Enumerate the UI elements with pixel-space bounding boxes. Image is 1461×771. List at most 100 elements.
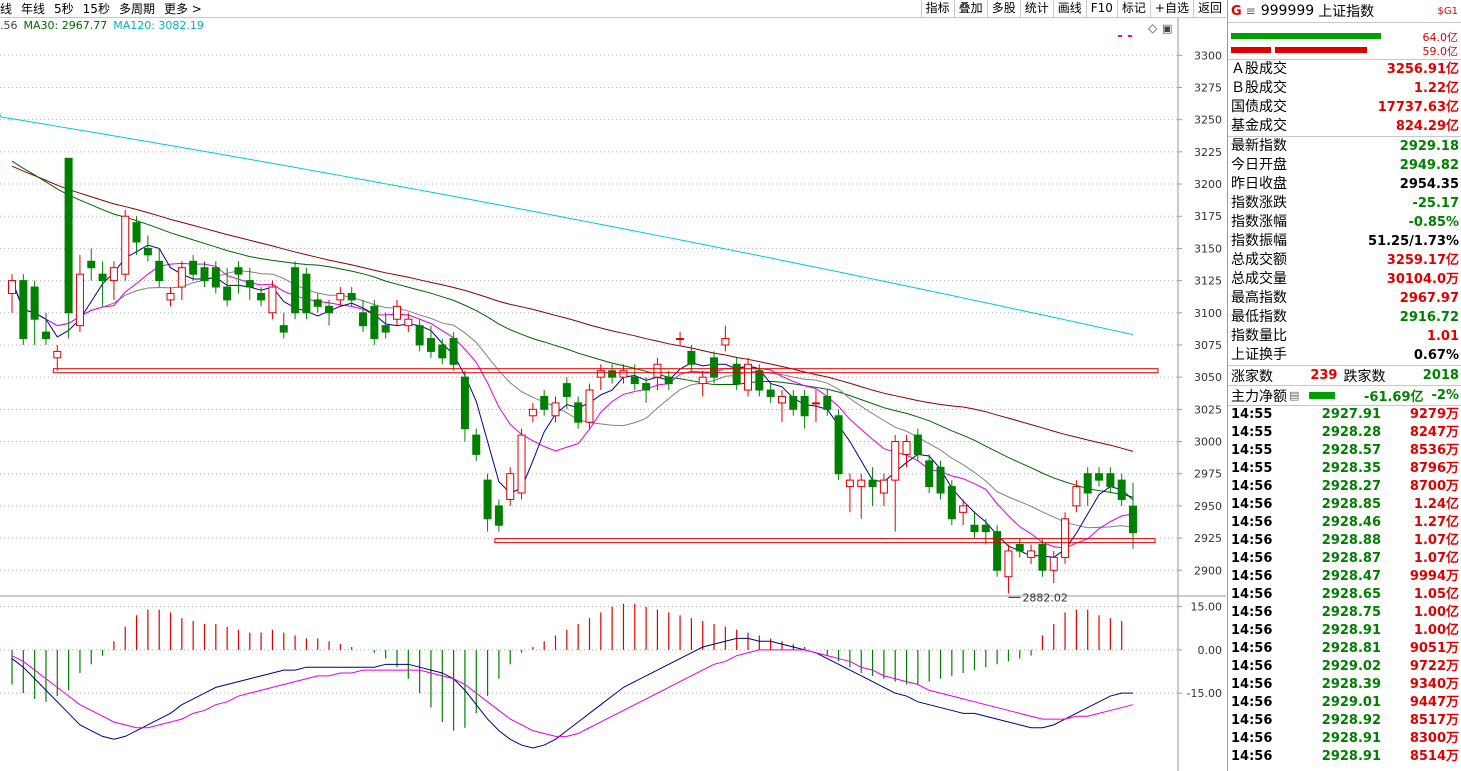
period-item[interactable]: 线 — [0, 2, 13, 16]
tick-row: 14:56 2928.85 1.24亿 — [1228, 496, 1461, 514]
tick-time: 14:56 — [1231, 749, 1273, 764]
tool-button[interactable]: 标记 — [1116, 0, 1150, 17]
tick-list[interactable]: 14:55 2927.91 9279万 14:55 2928.28 8247万 14:55 2… — [1228, 406, 1461, 766]
tick-time: 14:56 — [1231, 479, 1273, 494]
menu-icon[interactable]: ≡ — [1245, 4, 1256, 18]
candle-body — [245, 280, 254, 288]
kline-chart[interactable]: ◇ ▣ 3300 3275 3250 3225 3200 3175 3150 3125 3100 30… — [0, 18, 1226, 771]
quote-label: 总成交量 — [1231, 271, 1287, 287]
tick-price: 2928.28 — [1321, 425, 1381, 440]
tick-price: 2928.75 — [1321, 605, 1381, 620]
tool-button[interactable]: 画线 — [1052, 0, 1086, 17]
tick-time: 14:55 — [1231, 443, 1273, 458]
window-icon[interactable]: ▣ — [1162, 22, 1172, 35]
quote-label: 国债成交 — [1231, 99, 1287, 115]
main-fund-pct: -2% — [1431, 388, 1459, 403]
tool-button[interactable]: 指标 — [920, 0, 954, 17]
candle-body — [53, 350, 62, 359]
candle-body — [642, 383, 651, 391]
tick-row: 14:56 2929.02 9722万 — [1228, 658, 1461, 676]
candle-body — [732, 363, 741, 385]
tick-volume: 9051万 — [1409, 641, 1459, 656]
price-tick-label: 3225 — [1194, 146, 1222, 159]
price-tick-label: 3275 — [1194, 81, 1222, 94]
tick-row: 14:56 2928.92 8517万 — [1228, 712, 1461, 730]
quote-row: 最新指数 2929.18 — [1228, 137, 1461, 156]
inflow-value: 64.0亿 — [1422, 31, 1459, 44]
diamond-icon[interactable]: ◇ — [1148, 21, 1158, 35]
candle-body — [449, 338, 458, 365]
tick-row: 14:56 2928.65 1.05亿 — [1228, 586, 1461, 604]
quote-label: 昨日收盘 — [1231, 176, 1287, 192]
support-line — [494, 538, 1156, 544]
up-count: 239 — [1310, 368, 1338, 383]
low-annotation: 2882.02 — [1022, 591, 1068, 604]
tick-row: 14:56 2928.91 8300万 — [1228, 730, 1461, 748]
candle-body — [698, 376, 707, 385]
candle-body — [528, 408, 537, 417]
tool-button[interactable]: 叠加 — [953, 0, 987, 17]
candle-body — [75, 273, 84, 327]
period-item[interactable]: 多周期 — [118, 2, 155, 16]
ma120-line — [0, 113, 1134, 336]
candle-body — [562, 383, 571, 397]
up-count-label: 涨家数 — [1231, 368, 1273, 385]
candle-body — [868, 479, 877, 488]
tool-button[interactable]: 多股 — [986, 0, 1020, 17]
candle-body — [8, 280, 16, 294]
tick-time: 14:56 — [1231, 605, 1273, 620]
tick-volume: 1.24亿 — [1413, 497, 1459, 512]
period-item[interactable]: 15秒 — [82, 2, 110, 16]
down-count-label: 跌家数 — [1343, 368, 1386, 385]
candle-body — [121, 215, 130, 275]
main-fund-row: 主力净额 ▤ -61.69亿 -2% — [1228, 386, 1461, 406]
candle-body — [381, 325, 390, 333]
quote-label: 最高指数 — [1231, 290, 1287, 306]
tick-time: 14:56 — [1231, 731, 1273, 746]
tool-button[interactable]: F10 — [1085, 0, 1117, 17]
candle-body — [959, 505, 968, 513]
candle-body — [404, 318, 413, 327]
tick-price: 2928.39 — [1321, 677, 1381, 692]
candle-body — [132, 222, 141, 243]
candle-body — [913, 434, 922, 455]
tick-price: 2928.47 — [1321, 569, 1381, 584]
quote-label: 最低指数 — [1231, 309, 1287, 325]
candle-body — [313, 299, 322, 307]
period-item[interactable]: 5秒 — [54, 2, 74, 16]
candle-body — [993, 531, 1002, 571]
tick-price: 2928.87 — [1321, 551, 1381, 566]
candle-body — [325, 305, 334, 314]
main-fund-icon[interactable]: ▤ — [1289, 389, 1300, 402]
tool-button[interactable]: +自选 — [1149, 0, 1193, 17]
tick-row: 14:56 2928.88 1.07亿 — [1228, 532, 1461, 550]
price-tick-label: 3250 — [1194, 114, 1222, 127]
sg-label[interactable]: $G1 — [1437, 5, 1458, 17]
period-item[interactable]: 年线 — [21, 2, 46, 16]
group-label[interactable]: G — [1231, 3, 1242, 19]
period-item[interactable]: 更多 > — [163, 2, 202, 16]
outflow-bar-left — [1231, 47, 1271, 53]
tick-volume: 8300万 — [1409, 731, 1459, 746]
tool-button[interactable]: 返回 — [1192, 0, 1226, 17]
ma-partial-label: .56 — [0, 19, 18, 32]
tick-volume: 9340万 — [1409, 677, 1459, 692]
index-quote: 最新指数 2929.18 今日开盘 2949.82 昨日收盘 2954.35 指数涨跌 -25… — [1228, 137, 1461, 366]
tool-button[interactable]: 统计 — [1019, 0, 1053, 17]
candle-body — [845, 479, 854, 488]
tick-price: 2928.65 — [1321, 587, 1381, 602]
candle-body — [336, 292, 345, 301]
candle-body — [155, 260, 164, 282]
ma20-line — [11, 270, 1134, 529]
candle-body — [1072, 486, 1081, 507]
tick-price: 2928.27 — [1321, 479, 1381, 494]
tick-row: 14:55 2928.35 8796万 — [1228, 460, 1461, 478]
candle-body — [834, 415, 843, 475]
tick-time: 14:56 — [1231, 533, 1273, 548]
quote-label: 指数涨跌 — [1231, 195, 1287, 211]
down-count: 2018 — [1422, 368, 1459, 383]
macd-tick-label: 0.00 — [1198, 644, 1223, 657]
tick-row: 14:55 2928.57 8536万 — [1228, 442, 1461, 460]
tick-time: 14:56 — [1231, 569, 1273, 584]
flow-bars: 64.0亿 59.0亿 — [1228, 23, 1461, 60]
